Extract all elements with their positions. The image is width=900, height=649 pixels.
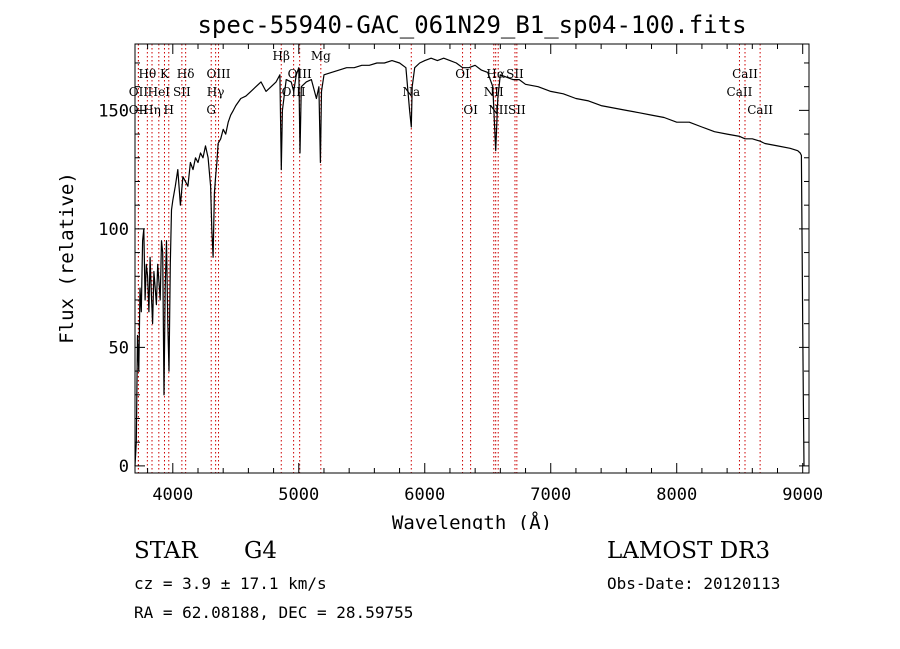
line-label: NII xyxy=(484,85,504,99)
line-label: NII xyxy=(488,103,508,117)
line-label: OIII xyxy=(282,85,306,99)
x-tick-label: 7000 xyxy=(530,485,571,505)
line-label: CaII xyxy=(727,85,753,99)
x-tick-label: 8000 xyxy=(656,485,697,505)
line-label: Hη xyxy=(143,103,161,117)
line-label: Hγ xyxy=(207,85,225,99)
line-label: H xyxy=(164,103,174,117)
line-label: OI xyxy=(455,67,470,81)
x-tick-label: 5000 xyxy=(278,485,319,505)
redshift-cz: cz = 3.9 ± 17.1 km/s xyxy=(134,574,327,593)
line-label: Mg xyxy=(311,49,331,63)
line-label: SII xyxy=(173,85,191,99)
line-label: SII xyxy=(508,103,526,117)
line-label: OIII xyxy=(288,67,312,81)
line-label: OIII xyxy=(206,67,230,81)
x-axis: 4000 5000 6000 7000 8000 9000 xyxy=(147,44,823,505)
x-tick-label: 9000 xyxy=(782,485,823,505)
line-label: OI xyxy=(463,103,478,117)
x-tick-label: 4000 xyxy=(152,485,193,505)
observation-date: Obs-Date: 20120113 xyxy=(607,574,781,593)
line-label: Hδ xyxy=(177,67,195,81)
y-tick-label: 50 xyxy=(109,338,129,358)
chart-title: spec-55940-GAC_061N29_B1_sp04-100.fits xyxy=(197,11,746,39)
spectral-line-markers xyxy=(137,44,761,473)
spectrum-line xyxy=(134,57,805,466)
line-label: HeI xyxy=(148,85,171,99)
line-label: CaII xyxy=(747,103,773,117)
plot-frame xyxy=(134,43,810,474)
line-label: CaII xyxy=(732,67,758,81)
line-label: Hβ xyxy=(273,49,290,63)
object-subclass: G4 xyxy=(244,538,278,564)
line-label: Hθ xyxy=(138,67,156,81)
survey-name: LAMOST DR3 xyxy=(607,538,771,564)
line-label: Na xyxy=(402,85,420,99)
y-tick-label: 100 xyxy=(98,220,129,240)
ra-dec: RA = 62.08188, DEC = 28.59755 xyxy=(134,603,414,622)
line-label: Hα xyxy=(486,67,505,81)
x-tick-label: 6000 xyxy=(404,485,445,505)
x-axis-label: Wavelength (Å) xyxy=(392,511,552,530)
y-axis: 0 50 100 150 xyxy=(98,62,809,477)
line-label: SII xyxy=(506,67,524,81)
line-label: K xyxy=(160,67,170,81)
line-label: G xyxy=(206,103,216,117)
spectrum-chart: spec-55940-GAC_061N29_B1_sp04-100.fits H… xyxy=(56,11,823,530)
line-label: OII xyxy=(129,85,149,99)
y-tick-label: 150 xyxy=(98,101,129,121)
object-class: STAR xyxy=(134,538,198,564)
y-axis-label: Flux (relative) xyxy=(56,172,78,344)
y-tick-label: 0 xyxy=(119,457,129,477)
